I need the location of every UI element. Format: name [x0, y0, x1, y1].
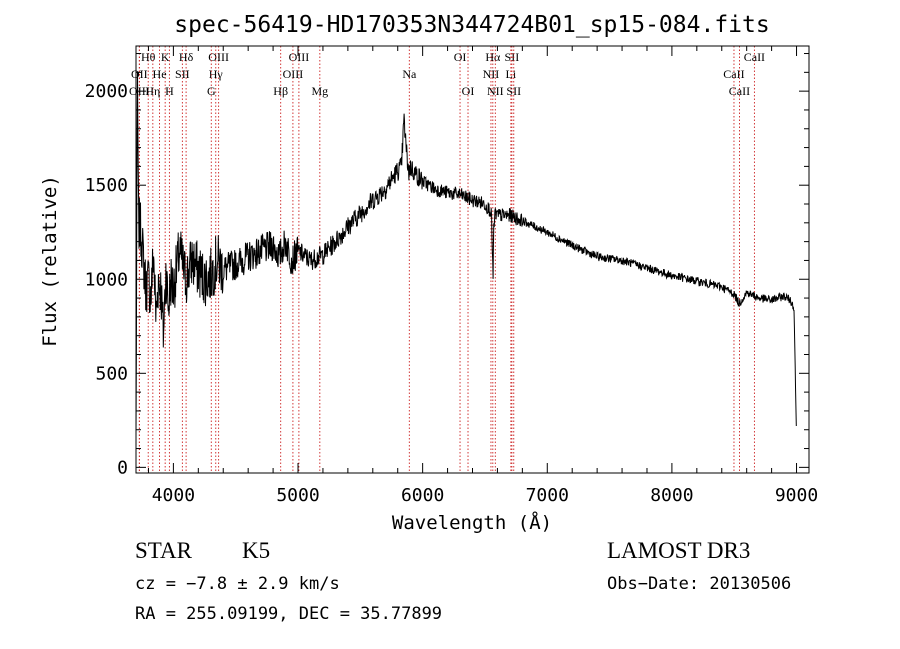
object-subclass: K5 — [242, 538, 271, 563]
spectral-line-label-15: NII — [483, 67, 500, 81]
spectral-line-label-3: OIII — [208, 50, 229, 64]
y-axis-label: Flux (relative) — [39, 175, 61, 347]
spectral-line-label-21: G — [207, 84, 216, 98]
x-tick-label-2: 6000 — [401, 485, 444, 506]
axes-frame — [135, 45, 810, 474]
spectral-line-label-27: CaII — [729, 84, 750, 98]
spectral-line-label-6: Hα — [485, 50, 501, 64]
spectral-line-label-2: Hδ — [179, 50, 194, 64]
spectral-line-label-24: OI — [462, 84, 475, 98]
x-tick-label-5: 9000 — [775, 485, 818, 506]
spectral-line-label-11: SII — [175, 67, 190, 81]
x-tick-label-0: 4000 — [152, 485, 195, 506]
y-tick-label-4: 2000 — [85, 81, 128, 102]
obs-date: Obs−Date: 20130506 — [607, 574, 792, 594]
spectral-line-label-19: Hη — [145, 84, 160, 98]
chart-title: spec-56419-HD170353N344724B01_sp15-084.f… — [174, 12, 769, 38]
x-tick-label-3: 7000 — [526, 485, 569, 506]
spectral-line-label-14: Na — [402, 67, 417, 81]
spectral-line-label-0: Hθ — [141, 50, 156, 64]
spectral-line-label-12: Hγ — [209, 67, 224, 81]
cz-value: cz = −7.8 ± 2.9 km/s — [135, 574, 340, 594]
spectral-line-label-4: OIII — [289, 50, 310, 64]
y-tick-label-0: 0 — [117, 457, 128, 478]
spectral-line-label-13: OIII — [283, 67, 304, 81]
y-tick-label-3: 1500 — [85, 175, 128, 196]
y-tick-label-1: 500 — [95, 363, 128, 384]
spectral-line-label-8: CaII — [744, 50, 765, 64]
spectral-line-label-25: NII — [487, 84, 504, 98]
spectral-line-label-1: K — [161, 50, 170, 64]
x-tick-label-1: 5000 — [276, 485, 319, 506]
spectral-line-label-7: SII — [505, 50, 520, 64]
flux-line — [135, 71, 797, 434]
spectral-line-label-22: Hβ — [273, 84, 288, 98]
survey-name: LAMOST DR3 — [607, 538, 751, 563]
object-class: STAR — [135, 538, 192, 563]
x-tick-label-4: 8000 — [650, 485, 693, 506]
spectral-line-label-23: Mg — [311, 84, 328, 98]
spectral-line-label-17: CaII — [723, 67, 744, 81]
y-tick-label-2: 1000 — [85, 269, 128, 290]
coordinates: RA = 255.09199, DEC = 35.77899 — [135, 604, 443, 624]
spectral-line-label-10: He — [153, 67, 167, 81]
spectral-line-label-16: Li — [506, 67, 517, 81]
spectral-line-label-20: H — [165, 84, 174, 98]
spectral-line-label-26: SII — [506, 84, 521, 98]
spectral-line-label-5: OI — [454, 50, 467, 64]
x-axis-label: Wavelength (Å) — [392, 511, 552, 534]
